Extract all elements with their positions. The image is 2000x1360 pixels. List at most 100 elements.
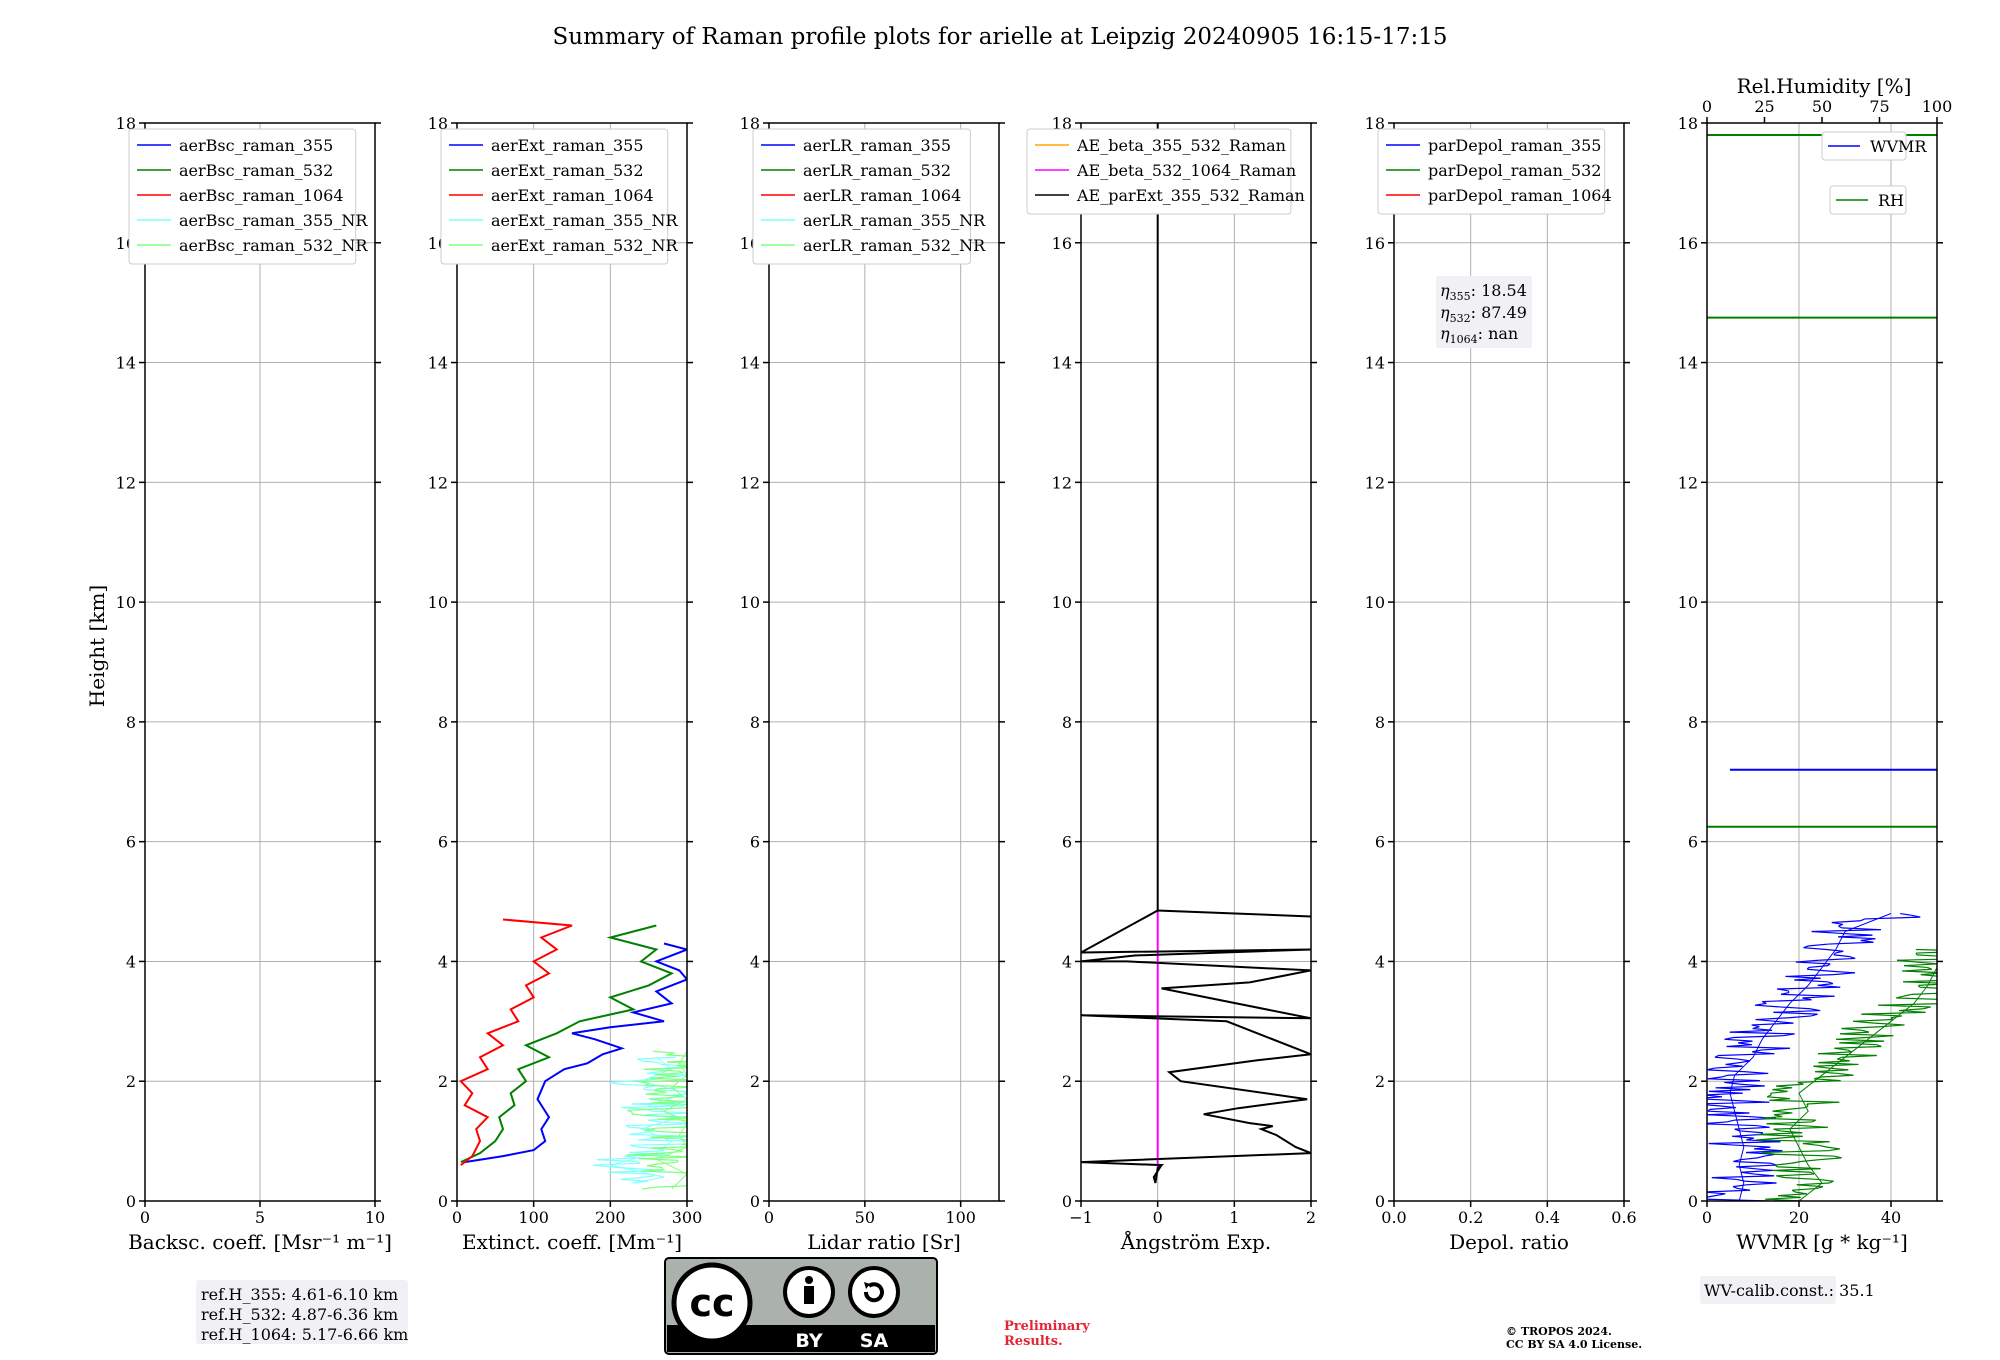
ext-noise-3-52	[643, 1089, 687, 1092]
ext-noise-3-14	[596, 1157, 638, 1161]
wv-noise-0-138	[1833, 952, 1836, 956]
figure-title: Summary of Raman profile plots for ariel…	[553, 24, 1448, 50]
ae-ytick-label-6: 6	[1062, 833, 1072, 852]
bsc-xtick-label-1: 5	[255, 1208, 265, 1227]
wv-noise-0-50	[1707, 1110, 1750, 1114]
ext-noise-4-9	[689, 1173, 698, 1175]
wv-noise-1-86	[1834, 1045, 1882, 1049]
ext-noise-4-15	[657, 1161, 678, 1165]
wv-noise-1-69	[1814, 1076, 1822, 1080]
wv-noise-0-135	[1818, 957, 1856, 961]
wv-noise-0-92	[1733, 1035, 1784, 1039]
ext-noise-3-18	[629, 1150, 665, 1154]
wv-noise-0-144	[1828, 941, 1874, 945]
wv-noise-1-15	[1776, 1173, 1815, 1177]
wv-noise-0-120	[1817, 984, 1841, 988]
wv-xlabel: WVMR [g * kg⁻¹]	[1736, 1230, 1908, 1254]
wv-noise-1-4	[1778, 1193, 1807, 1197]
lr-legend-label-4: aerLR_raman_532_NR	[803, 236, 986, 255]
wv-noise-1-118	[1939, 989, 1955, 991]
ext-noise-4-2	[654, 1185, 687, 1188]
ae-legend-label-2: AE_parExt_355_532_Raman	[1076, 186, 1305, 205]
ext-xlabel: Extinct. coeff. [Mm⁻¹]	[462, 1230, 682, 1254]
ae-legend-box	[1026, 128, 1292, 215]
wv-calib-text: WV-calib.const.: 35.1	[1704, 1281, 1875, 1300]
wv-noise-0-70	[1721, 1074, 1729, 1078]
wv-noise-0-74	[1707, 1067, 1715, 1071]
wv-noise-1-132	[1904, 963, 1937, 967]
wv-noise-1-26	[1775, 1153, 1834, 1157]
ext-noise-4-62	[649, 1077, 687, 1081]
wv-noise-0-157	[1860, 918, 1866, 922]
depol-ytick-label-0: 0	[1375, 1192, 1385, 1211]
ext-noise-4-21	[659, 1150, 683, 1154]
lr-ytick-label-4: 4	[750, 952, 760, 971]
cc-logo-icon	[671, 1262, 753, 1344]
ext-noise-4-66	[677, 1070, 684, 1074]
wv-legend-0: WVMR	[1821, 131, 1927, 161]
wv-noise-0-142	[1803, 945, 1809, 949]
ext-noise-4-54	[645, 1091, 667, 1095]
sa-share-icon	[848, 1266, 900, 1318]
ext-noise-4-70	[676, 1064, 687, 1067]
ext-noise-4-18	[638, 1156, 687, 1160]
bsc-legend-label-2: aerBsc_raman_1064	[179, 186, 344, 205]
wv-noise-1-87	[1876, 1044, 1882, 1048]
wv-noise-0-121	[1817, 983, 1834, 986]
ext-noise-4-12	[661, 1167, 664, 1170]
wv-noise-0-107	[1809, 1008, 1821, 1012]
wv-noise-1-68	[1814, 1078, 1841, 1082]
wv-noise-0-45	[1726, 1119, 1735, 1123]
wv-noise-0-110	[1755, 1002, 1767, 1006]
depol-ytick-label-12: 12	[1365, 473, 1385, 492]
lr-ytick-label-6: 6	[750, 833, 760, 852]
wv-noise-0-49	[1707, 1112, 1750, 1116]
wv-noise-1-140	[1916, 948, 1937, 951]
wv-noise-0-58	[1707, 1096, 1723, 1099]
wv-noise-0-60	[1707, 1092, 1743, 1096]
wv-noise-0-94	[1729, 1031, 1795, 1035]
wv-noise-1-124	[1937, 978, 1954, 980]
eta-1064-value: nan	[1488, 324, 1518, 343]
wv-noise-1-12	[1818, 1178, 1834, 1182]
wv-top-tick-label-3: 75	[1869, 97, 1889, 116]
depol-ytick-label-10: 10	[1365, 593, 1385, 612]
ext-noise-4-10	[642, 1170, 687, 1174]
wv-noise-1-77	[1818, 1062, 1859, 1066]
bsc-xlabel: Backsc. coeff. [Msr⁻¹ m⁻¹]	[128, 1230, 392, 1254]
ext-noise-4-13	[647, 1165, 663, 1169]
ext-noise-4-35	[655, 1126, 687, 1129]
wv-xtick-label-0: 0	[1702, 1208, 1712, 1227]
ext-noise-3-70	[637, 1056, 676, 1060]
ext-noise-3-61	[646, 1072, 687, 1076]
wv-noise-1-101	[1853, 1018, 1894, 1022]
wv-noise-1-50	[1772, 1110, 1793, 1114]
lr-ytick-label-12: 12	[740, 473, 760, 492]
ext-noise-3-62	[646, 1071, 661, 1075]
bsc-legend-box	[128, 128, 357, 265]
wv-frame	[1706, 122, 1938, 1202]
ext-ytick-label-8: 8	[438, 713, 448, 732]
ext-noise-3-39	[645, 1112, 687, 1116]
ext-noise-3-68	[641, 1060, 659, 1064]
lr-xtick-label-2: 100	[945, 1208, 976, 1227]
ext-xtick-label-3: 300	[672, 1208, 703, 1227]
ext-noise-4-53	[645, 1093, 683, 1097]
ext-noise-4-63	[649, 1075, 678, 1079]
wv-noise-0-91	[1724, 1036, 1734, 1040]
ext-noise-3-57	[609, 1080, 636, 1084]
ext-noise-4-47	[699, 1105, 703, 1107]
lr-legend-box	[752, 128, 971, 265]
wv-xtick-label-2: 40	[1881, 1208, 1901, 1227]
depol-ytick-label-4: 4	[1375, 952, 1385, 971]
wv-noise-0-69	[1707, 1076, 1722, 1080]
sa-label: SA	[860, 1330, 889, 1352]
ext-noise-4-37	[699, 1123, 702, 1125]
wv-noise-1-83	[1817, 1051, 1852, 1055]
wv-top-tick-label-2: 50	[1812, 97, 1832, 116]
depol-ytick-label-6: 6	[1375, 833, 1385, 852]
ext-noise-4-41	[645, 1115, 687, 1118]
ext-noise-4-74	[695, 1057, 700, 1059]
